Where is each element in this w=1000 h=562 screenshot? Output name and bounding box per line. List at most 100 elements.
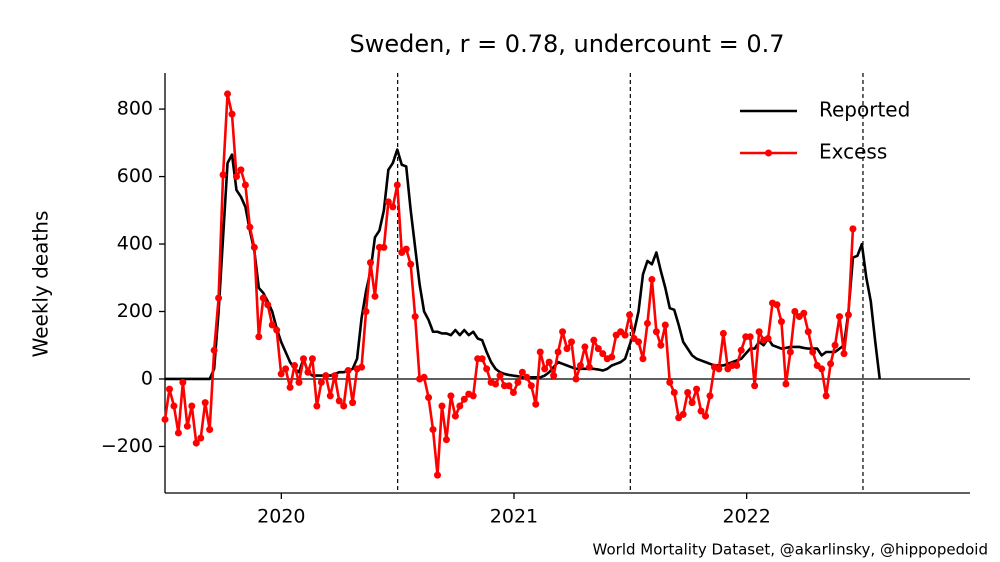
series-marker	[527, 382, 535, 390]
series-marker	[460, 395, 468, 403]
series-marker	[340, 402, 348, 410]
series-marker	[782, 380, 790, 388]
series-marker	[572, 375, 580, 383]
series-marker	[648, 275, 656, 283]
series-marker	[822, 392, 830, 400]
series-marker	[590, 336, 598, 344]
series-marker	[581, 343, 589, 351]
series-marker	[719, 329, 727, 337]
series-marker	[317, 378, 325, 386]
series-marker	[541, 365, 549, 373]
series-marker	[688, 399, 696, 407]
series-marker	[170, 402, 178, 410]
series-marker	[268, 321, 276, 329]
series-marker	[188, 402, 196, 410]
y-axis-label: Weekly deaths	[29, 211, 53, 358]
series-marker	[791, 308, 799, 316]
series-marker	[344, 367, 352, 375]
series-marker	[545, 358, 553, 366]
series-marker	[773, 301, 781, 309]
chart-title: Sweden, r = 0.78, undercount = 0.7	[349, 30, 784, 58]
series-marker	[679, 410, 687, 418]
series-marker	[335, 397, 343, 405]
series-marker	[764, 334, 772, 342]
series-marker	[706, 392, 714, 400]
series-marker	[295, 378, 303, 386]
series-marker	[331, 372, 339, 380]
series-marker	[657, 341, 665, 349]
series-marker	[661, 321, 669, 329]
series-marker	[693, 385, 701, 393]
series-marker	[237, 166, 245, 174]
series-marker	[492, 380, 500, 388]
series-marker	[652, 328, 660, 336]
series-marker	[532, 400, 540, 408]
series-marker	[451, 412, 459, 420]
series-marker	[286, 383, 294, 391]
series-marker	[246, 223, 254, 231]
series-marker	[358, 363, 366, 371]
series-marker	[384, 198, 392, 206]
series-marker	[224, 90, 232, 98]
series-marker	[425, 394, 433, 402]
series-marker	[702, 412, 710, 420]
series-marker	[496, 372, 504, 380]
series-marker	[563, 345, 571, 353]
series-marker	[259, 294, 267, 302]
series-marker	[438, 402, 446, 410]
series-marker	[643, 319, 651, 327]
series-marker	[715, 365, 723, 373]
series-marker	[733, 361, 741, 369]
series-marker	[621, 331, 629, 339]
series-marker	[684, 388, 692, 396]
legend-label: Reported	[819, 98, 910, 122]
series-marker	[786, 348, 794, 356]
series-marker	[755, 328, 763, 336]
series-marker	[174, 429, 182, 437]
series-marker	[751, 382, 759, 390]
series-marker	[179, 378, 187, 386]
series-marker	[210, 346, 218, 354]
series-marker	[380, 243, 388, 251]
series-marker	[206, 426, 214, 434]
x-tick-label: 2020	[257, 506, 305, 528]
series-marker	[523, 373, 531, 381]
series-marker	[197, 434, 205, 442]
series-marker	[670, 388, 678, 396]
series-marker	[608, 353, 616, 361]
series-marker	[407, 260, 415, 268]
series-marker	[666, 378, 674, 386]
series-marker	[250, 243, 258, 251]
series-marker	[362, 308, 370, 316]
series-marker	[161, 415, 169, 423]
y-tick-label: −200	[101, 435, 153, 457]
y-tick-label: 800	[117, 98, 153, 120]
series-marker	[447, 392, 455, 400]
series-marker	[228, 110, 236, 118]
series-marker	[326, 392, 334, 400]
series-marker	[201, 399, 209, 407]
series-marker	[349, 399, 357, 407]
series-marker	[393, 181, 401, 189]
series-marker	[697, 407, 705, 415]
series-marker	[804, 328, 812, 336]
series-marker	[456, 402, 464, 410]
series-marker	[849, 225, 857, 233]
series-marker	[165, 385, 173, 393]
source-note: World Mortality Dataset, @akarlinsky, @h…	[593, 541, 988, 559]
series-marker	[273, 326, 281, 334]
series-marker	[420, 373, 428, 381]
series-marker	[509, 388, 517, 396]
series-marker	[366, 259, 374, 267]
series-marker	[518, 368, 526, 376]
series-marker	[389, 203, 397, 211]
series-marker	[800, 309, 808, 317]
y-tick-label: 0	[141, 367, 153, 389]
series-marker	[635, 338, 643, 346]
series-marker	[215, 294, 223, 302]
y-tick-label: 600	[117, 165, 153, 187]
series-marker	[536, 348, 544, 356]
series-marker	[322, 372, 330, 380]
series-marker	[308, 355, 316, 363]
